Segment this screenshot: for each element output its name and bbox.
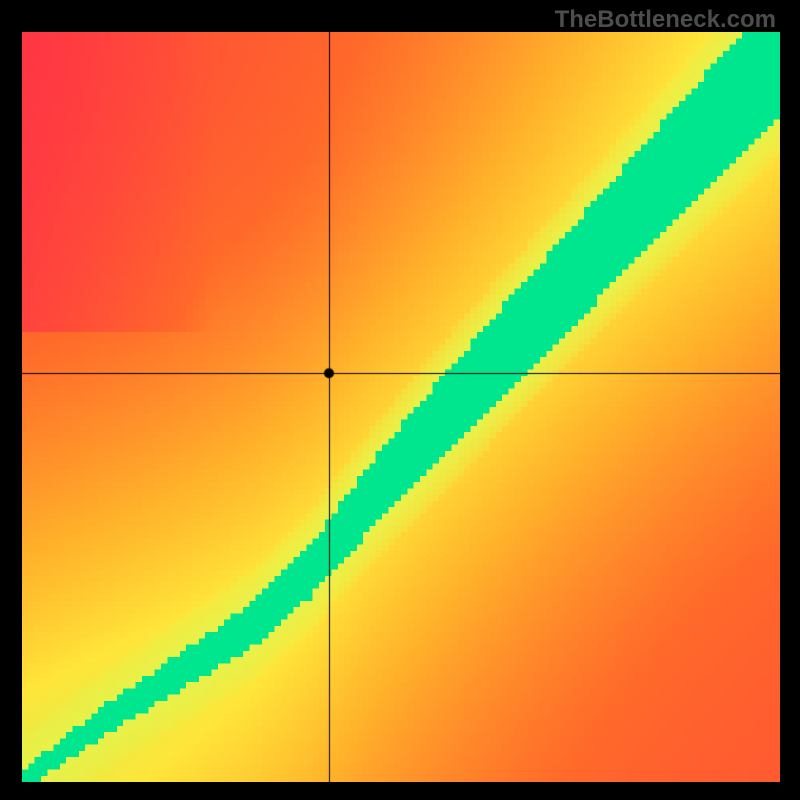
chart-container: TheBottleneck.com <box>0 0 800 800</box>
bottleneck-heatmap <box>22 32 780 782</box>
watermark-text: TheBottleneck.com <box>555 6 776 34</box>
